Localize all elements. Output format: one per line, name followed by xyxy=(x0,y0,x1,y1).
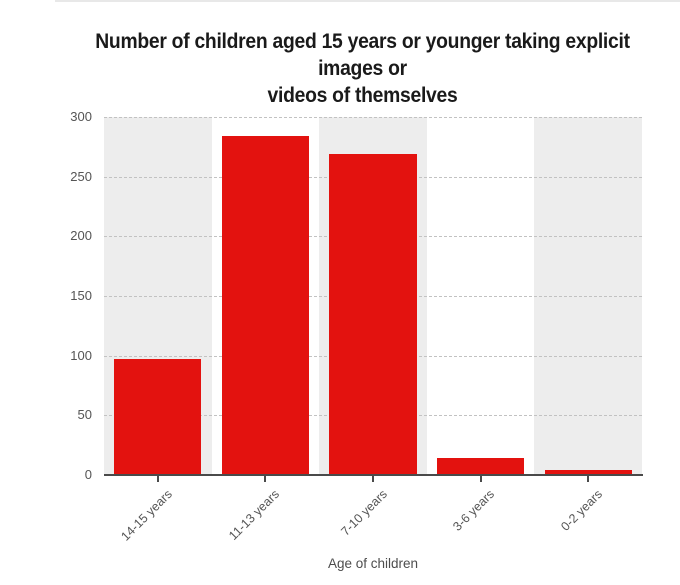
x-axis-title: Age of children xyxy=(327,556,419,571)
y-tick-label-150: 150 xyxy=(70,288,92,303)
chart-title: Number of children aged 15 years or youn… xyxy=(80,28,646,109)
x-tick-label-7-10 years: 7-10 years xyxy=(338,487,390,539)
gridline-300 xyxy=(104,117,642,118)
chart-title-line1: Number of children aged 15 years or youn… xyxy=(95,30,630,80)
bar-14-15 years xyxy=(114,359,202,475)
y-tick-label-50: 50 xyxy=(77,407,92,423)
chart-title-line2: videos of themselves xyxy=(267,84,458,107)
y-tick-label-100: 100 xyxy=(70,347,92,363)
x-tick xyxy=(479,476,482,482)
plot-area xyxy=(104,117,642,475)
x-tick xyxy=(587,476,590,482)
x-tick-label-11-13 years: 11-13 years xyxy=(226,487,283,543)
x-tick xyxy=(372,476,374,482)
y-tick-label-250: 250 xyxy=(70,168,92,184)
bar-3-6 years xyxy=(437,458,525,475)
y-tick-label-200: 200 xyxy=(70,228,92,244)
x-axis-line xyxy=(104,474,643,476)
x-tick xyxy=(264,476,267,482)
top-divider xyxy=(55,0,680,2)
y-tick-label-300: 300 xyxy=(70,109,92,124)
bar-11-13 years xyxy=(221,136,309,475)
x-tick-label-14-15 years: 14-15 years xyxy=(118,487,175,544)
bar-0-2 years xyxy=(544,470,632,475)
x-tick-label-3-6 years: 3-6 years xyxy=(450,487,498,534)
x-tick xyxy=(156,476,159,482)
bar-7-10 years xyxy=(329,154,417,475)
y-tick-label-0: 0 xyxy=(84,467,92,482)
x-tick-label-0-2 years: 0-2 years xyxy=(558,487,606,534)
